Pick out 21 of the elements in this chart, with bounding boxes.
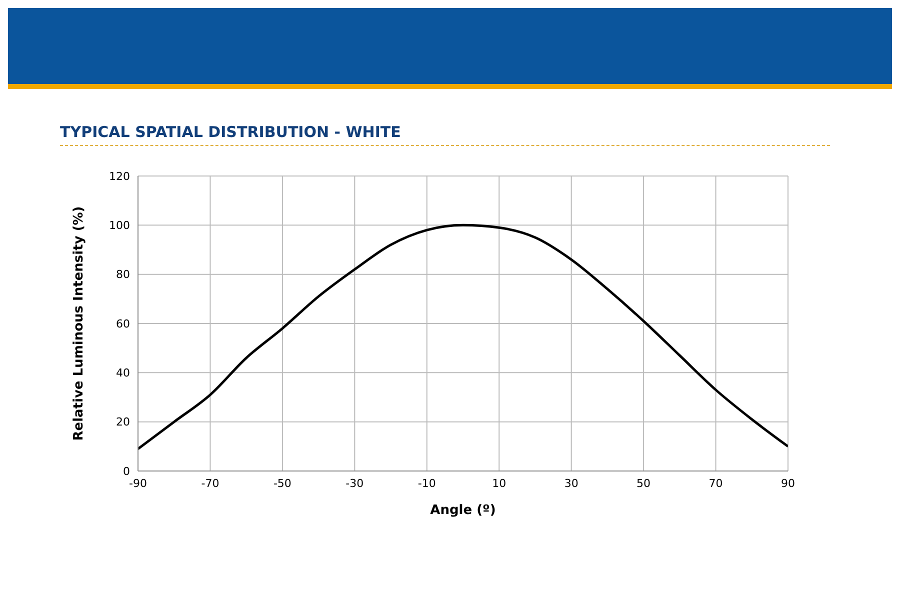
x-tick-label: 10 [492,476,506,490]
x-tick-label: -90 [129,476,147,490]
x-tick-label: 90 [781,476,795,490]
y-tick-label: 60 [116,317,130,330]
x-axis-title: Angle (º) [430,503,496,518]
x-tick-label: 30 [564,476,578,490]
x-tick-label: -70 [201,476,220,490]
y-tick-label: 20 [116,416,130,429]
y-tick-label: 80 [116,268,130,282]
chart-title: TYPICAL SPATIAL DISTRIBUTION - WHITE [60,123,830,146]
y-axis-title: Relative Luminous Intensity (%) [72,206,87,441]
line-series [138,224,788,450]
y-tick-label: 0 [123,464,130,478]
y-tick-label: 120 [109,170,130,183]
x-tick-label: 70 [708,476,723,490]
x-tick-label: -30 [346,476,364,490]
x-tick-label: 50 [636,476,651,490]
y-tick-label: 100 [109,219,130,232]
x-tick-label: -10 [418,476,436,490]
y-tick-label: 40 [116,366,130,380]
x-tick-label: -50 [273,476,292,490]
